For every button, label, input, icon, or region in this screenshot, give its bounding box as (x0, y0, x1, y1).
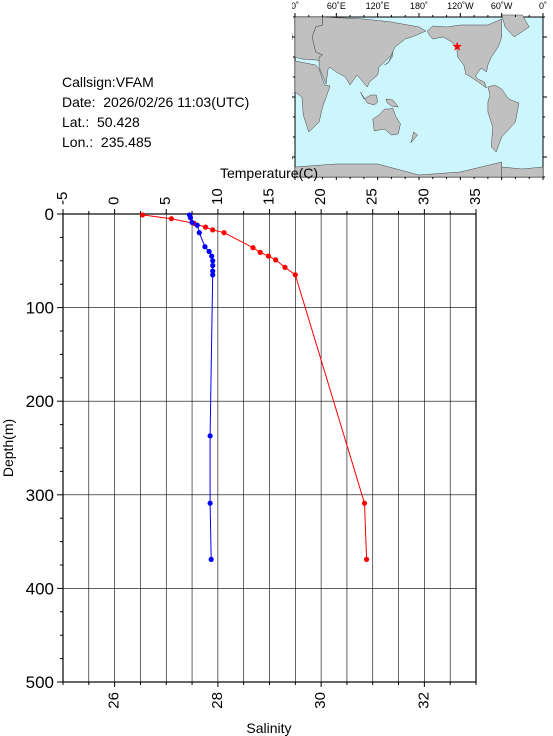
salinity-data-point (194, 222, 200, 228)
salinity-tick-label: 28 (209, 692, 226, 709)
salinity-data-point (210, 262, 216, 269)
depth-tick-label: 400 (26, 579, 54, 598)
depth-tick-label: 200 (26, 392, 54, 411)
temperature-profile-line (142, 214, 368, 560)
temperature-data-point (273, 257, 279, 263)
salinity-data-point (202, 244, 208, 250)
land-australia (372, 107, 401, 136)
temperature-data-point (265, 253, 272, 259)
temperature-data-point (221, 230, 227, 236)
map-lon-label: 0˚ (539, 1, 547, 11)
station-info: Callsign:VFAM Date: 2026/02/26 11:03(UTC… (62, 72, 249, 152)
salinity-tick-label: 32 (415, 692, 432, 709)
temperature-data-point (292, 272, 298, 278)
salinity-data-point (209, 253, 215, 259)
land-japan (384, 51, 394, 66)
map-longitude-labels: 0˚ 60˚E 120˚E 180˚ 120˚W 60˚W 0˚ (291, 1, 547, 11)
station-marker-star-icon (452, 41, 462, 51)
map-lon-label: 0˚ (292, 1, 299, 11)
salinity-data-point (208, 556, 214, 562)
salinity-data-point (196, 230, 202, 236)
depth-tick-label: 0 (45, 205, 54, 224)
temperature-tick-label: 10 (209, 188, 226, 205)
depth-tick-label: 300 (26, 486, 54, 505)
salinity-tick-labels: 26 28 30 32 (106, 692, 433, 709)
land-greenland (501, 14, 530, 38)
temperature-tick-label: 15 (260, 188, 277, 205)
land-new-zealand (410, 131, 418, 144)
salinity-data-point (210, 268, 216, 274)
temperature-data-point (257, 249, 263, 255)
salinity-data-point (207, 433, 213, 439)
salinity-axis-label: Salinity (246, 720, 291, 736)
salinity-data-point (207, 500, 213, 506)
temperature-data-point (361, 500, 368, 506)
temperature-data-point (282, 264, 288, 270)
map-lon-label: 60˚W (491, 1, 513, 11)
temperature-data-point (139, 212, 146, 218)
chart-grid (63, 214, 476, 682)
temperature-axis-label: Temperature(C) (220, 165, 318, 181)
temperature-tick-label: 20 (312, 188, 329, 205)
map-land (294, 14, 544, 178)
salinity-data-point (210, 272, 216, 278)
salinity-tick-label: 26 (106, 692, 123, 709)
land-indonesia (360, 91, 378, 106)
depth-axis-label: Depth(m) (0, 419, 16, 477)
map-frame-ticks (291, 13, 547, 181)
map-lon-label: 180˚ (410, 1, 428, 11)
temperature-tick-label: 0 (106, 197, 123, 205)
temperature-tick-label: 5 (157, 197, 174, 205)
depth-tick-labels: 0 100 200 300 400 500 (26, 205, 54, 692)
map-lon-label: 120˚W (447, 1, 474, 11)
temperature-data-point (168, 216, 175, 222)
temperature-tick-label: -5 (54, 192, 71, 205)
longitude-text: Lon.: 235.485 (62, 134, 152, 150)
salinity-data-point (187, 215, 194, 221)
temperature-data-point (363, 556, 370, 562)
salinity-data-point (210, 258, 216, 264)
salinity-data-point (189, 219, 195, 226)
temperature-data-point (250, 245, 256, 251)
date-text: Date: 2026/02/26 11:03(UTC) (62, 94, 250, 110)
land-new-guinea (385, 98, 399, 108)
axis-ticks (57, 209, 477, 687)
temperature-tick-labels: -5 0 5 10 15 20 25 30 35 (54, 188, 484, 205)
series-layer (139, 212, 370, 562)
land-south-america (487, 84, 520, 153)
temperature-tick-label: 35 (467, 188, 484, 205)
latitude-text: Lat.: 50.428 (62, 114, 140, 130)
map-lon-label: 120˚E (366, 1, 390, 11)
map-lon-label: 60˚E (327, 1, 346, 11)
temperature-tick-label: 30 (415, 188, 432, 205)
temperature-data-point (202, 224, 209, 230)
land-africa (294, 60, 331, 133)
temperature-tick-label: 25 (364, 188, 381, 205)
salinity-profile-line (189, 214, 214, 560)
depth-tick-label: 100 (26, 299, 54, 318)
callsign-text: Callsign:VFAM (62, 74, 154, 90)
temperature-data-point (210, 227, 216, 233)
depth-tick-label: 500 (26, 673, 54, 692)
salinity-tick-label: 30 (312, 692, 329, 709)
land-antarctica-east (501, 166, 544, 178)
salinity-data-point (206, 248, 212, 255)
land-asia (311, 16, 427, 88)
